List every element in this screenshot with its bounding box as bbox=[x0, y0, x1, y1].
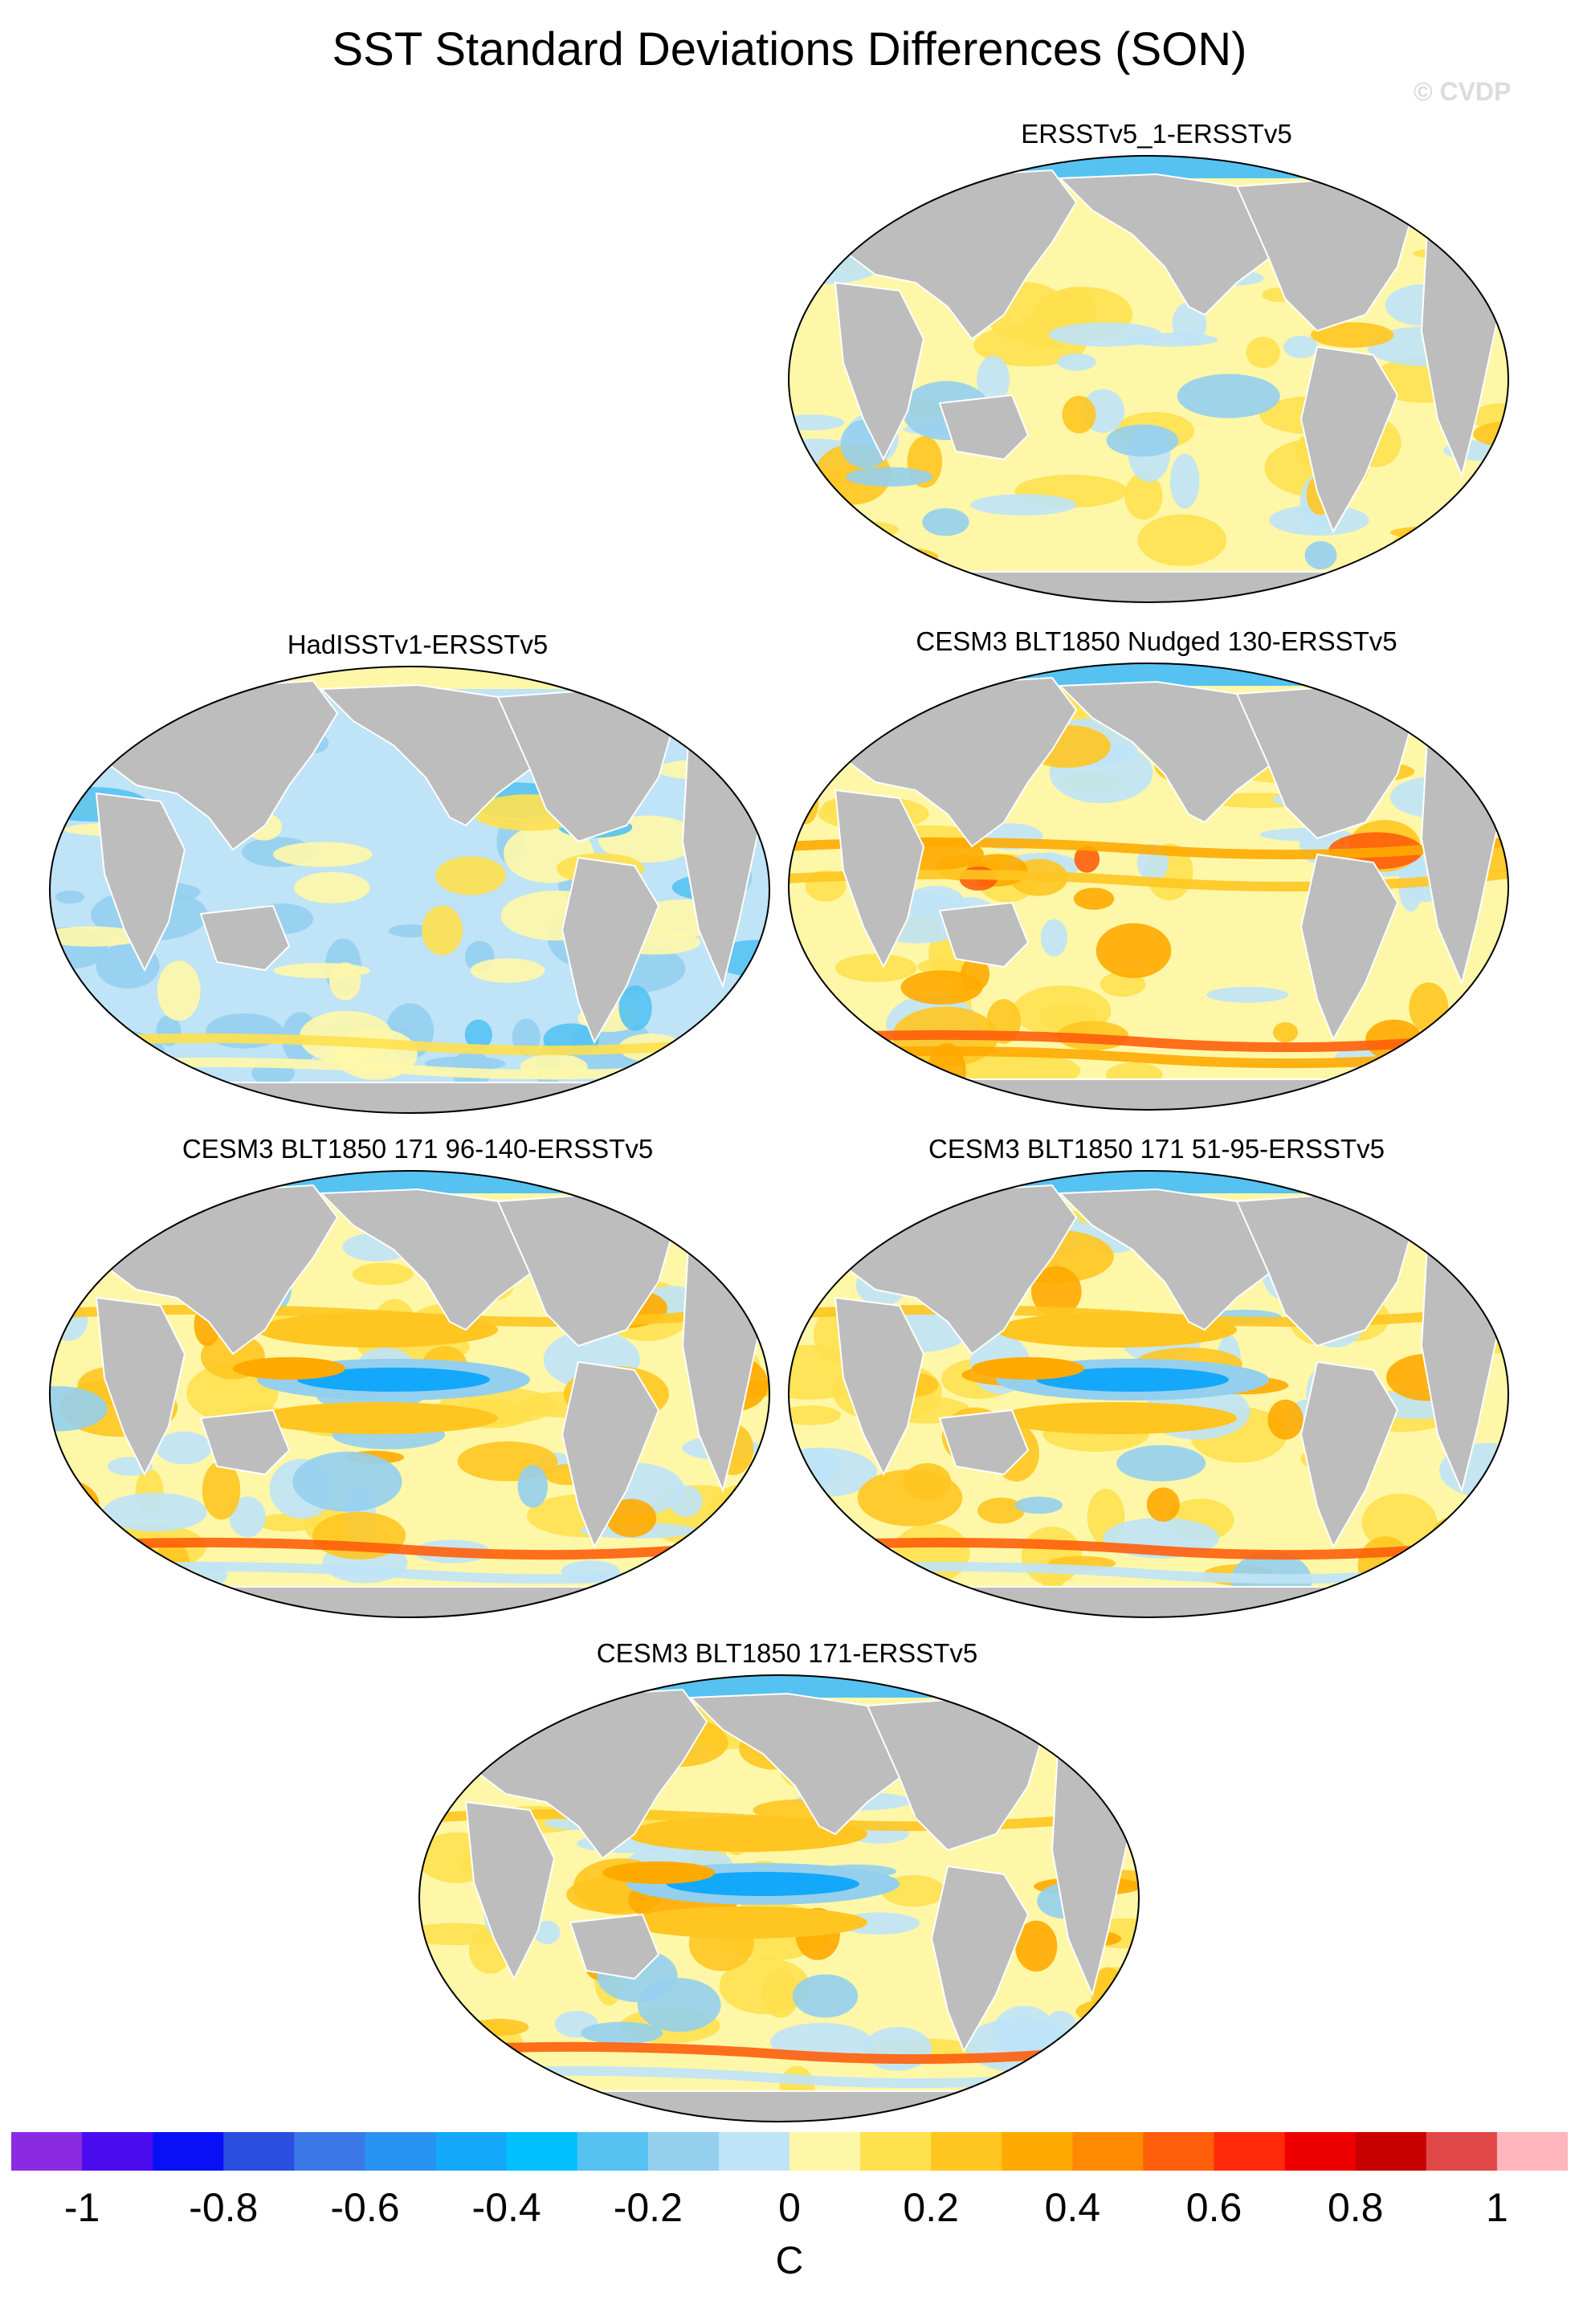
panel-title: CESM3 BLT1850 171 96-140-ERSSTv5 bbox=[182, 1134, 654, 1164]
colorbar-swatch bbox=[435, 2132, 508, 2171]
colorbar-unit: C bbox=[775, 2240, 804, 2282]
colorbar-tick-label: 0.2 bbox=[903, 2185, 959, 2230]
colorbar-tick-label: -0.2 bbox=[613, 2185, 683, 2230]
colorbar-swatch bbox=[1072, 2132, 1144, 2171]
map-panel-hadisstv1: HadISSTv1-ERSSTv5 bbox=[48, 630, 787, 1160]
colorbar-tick-label: -0.8 bbox=[189, 2185, 259, 2230]
world-map bbox=[788, 1170, 1509, 1618]
colorbar-swatch bbox=[790, 2132, 861, 2171]
colorbar-tick-label: 0.4 bbox=[1044, 2185, 1101, 2230]
colorbar-swatch bbox=[365, 2132, 437, 2171]
colorbar-swatch bbox=[931, 2132, 1002, 2171]
world-map bbox=[49, 1170, 770, 1618]
colorbar-tick-label: -1 bbox=[63, 2185, 100, 2230]
colorbar-swatch bbox=[647, 2132, 720, 2171]
map-panel-cesm3-171-96-140: CESM3 BLT1850 171 96-140-ERSSTv5 bbox=[48, 1134, 787, 1664]
map-panel-cesm3-171: CESM3 BLT1850 171-ERSSTv5 bbox=[418, 1638, 1157, 2168]
colorbar-swatch bbox=[506, 2132, 578, 2171]
world-map bbox=[788, 663, 1509, 1111]
panel-title: CESM3 BLT1850 171 51-95-ERSSTv5 bbox=[928, 1134, 1385, 1164]
world-map bbox=[49, 666, 770, 1114]
colorbar-swatch bbox=[1426, 2132, 1498, 2171]
colorbar bbox=[11, 2132, 1568, 2171]
colorbar-swatch bbox=[1284, 2132, 1357, 2171]
colorbar-swatch bbox=[153, 2132, 224, 2171]
panel-title: HadISSTv1-ERSSTv5 bbox=[287, 630, 549, 659]
colorbar-tick-label: 0.6 bbox=[1185, 2185, 1242, 2230]
colorbar-swatch bbox=[577, 2132, 649, 2171]
colorbar-swatch bbox=[223, 2132, 295, 2171]
panel-title: ERSSTv5_1-ERSSTv5 bbox=[1021, 119, 1292, 149]
colorbar-tick-label: -0.6 bbox=[330, 2185, 400, 2230]
panel-title: CESM3 BLT1850 Nudged 130-ERSSTv5 bbox=[916, 626, 1397, 656]
colorbar-swatch bbox=[718, 2132, 790, 2171]
colorbar-swatch bbox=[860, 2132, 932, 2171]
colorbar-swatch bbox=[82, 2132, 153, 2171]
colorbar-tick-label: -0.4 bbox=[471, 2185, 541, 2230]
colorbar-swatch bbox=[1143, 2132, 1215, 2171]
world-map bbox=[418, 1674, 1140, 2122]
map-panel-cesm3-171-51-95: CESM3 BLT1850 171 51-95-ERSSTv5 bbox=[787, 1134, 1526, 1664]
colorbar-swatch bbox=[294, 2132, 365, 2171]
map-panel-cesm3-nudged-130: CESM3 BLT1850 Nudged 130-ERSSTv5 bbox=[787, 626, 1526, 1156]
colorbar-tick-label: 0 bbox=[778, 2185, 801, 2230]
figure-title: SST Standard Deviations Differences (SON… bbox=[332, 23, 1247, 75]
colorbar-tick-label: 1 bbox=[1486, 2185, 1508, 2230]
colorbar-swatch bbox=[11, 2132, 83, 2171]
cvdp-watermark: © CVDP bbox=[1414, 77, 1512, 106]
colorbar-swatch bbox=[1496, 2132, 1568, 2171]
world-map bbox=[788, 155, 1509, 603]
colorbar-tick-label: 0.8 bbox=[1327, 2185, 1384, 2230]
map-panel-ersstv5-1: ERSSTv5_1-ERSSTv5 bbox=[787, 119, 1526, 649]
colorbar-swatch bbox=[1355, 2132, 1427, 2171]
colorbar-swatch bbox=[1002, 2132, 1073, 2171]
colorbar-swatch bbox=[1214, 2132, 1286, 2171]
panel-title: CESM3 BLT1850 171-ERSSTv5 bbox=[596, 1638, 978, 1668]
